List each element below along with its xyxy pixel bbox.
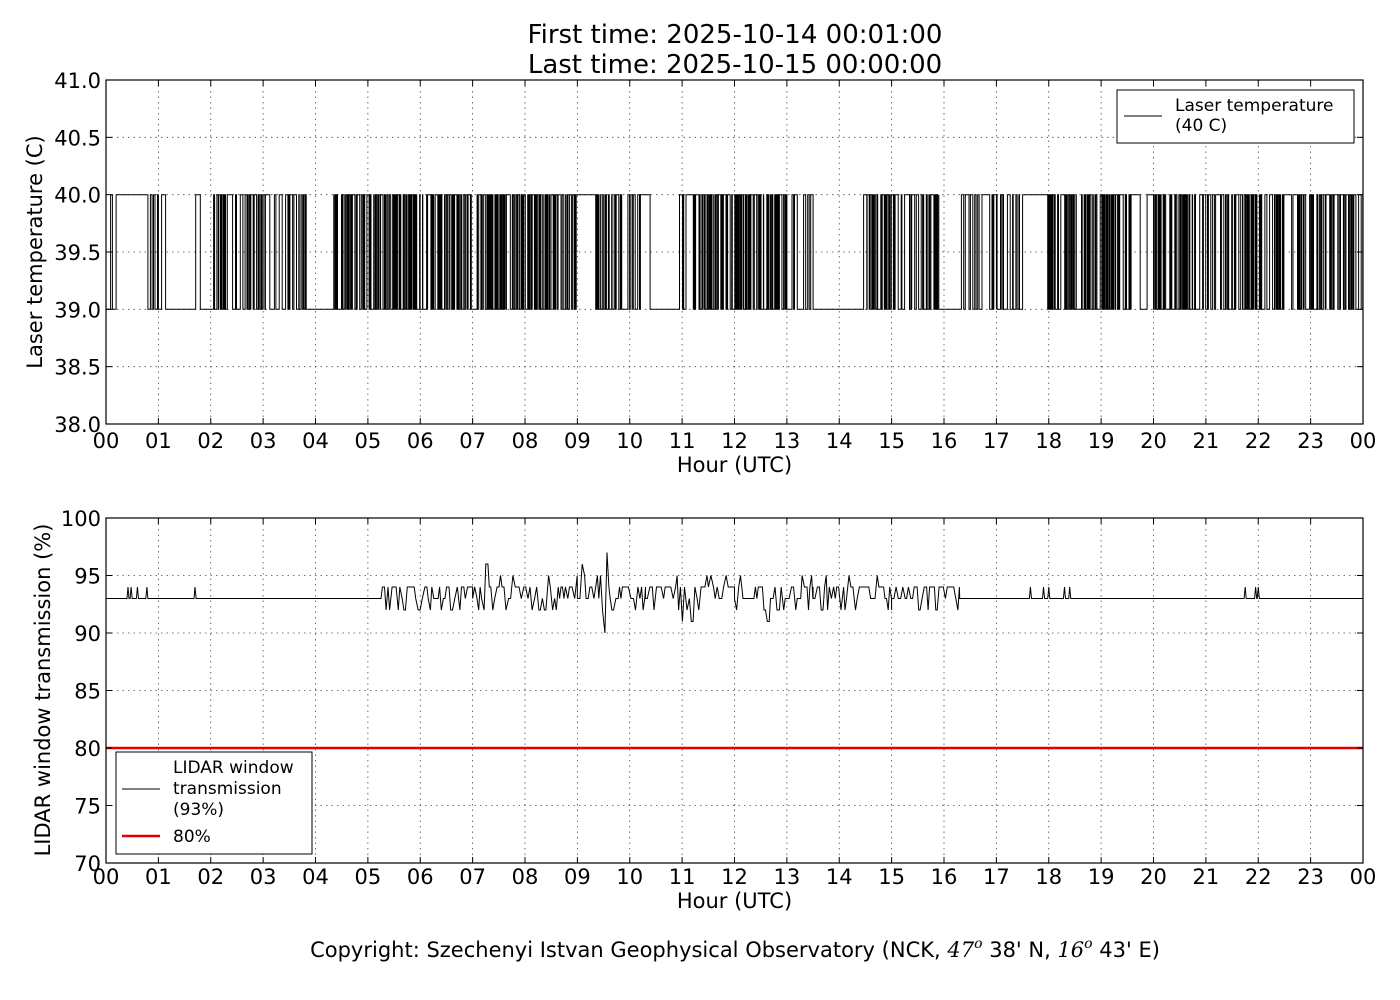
top-x-tick-label: 09 (564, 429, 591, 453)
bottom-x-tick-label: 20 (1140, 865, 1167, 889)
bottom-legend-label-transmission-3: (93%) (173, 800, 224, 820)
top-x-tick-label: 04 (302, 429, 329, 453)
laser-temperature-series (105, 194, 1364, 310)
top-x-tick-label: 10 (616, 429, 643, 453)
top-x-tick-label: 08 (512, 429, 539, 453)
top-x-tick-label: 23 (1297, 429, 1324, 453)
top-x-tick-label: 16 (931, 429, 958, 453)
top-x-tick-label: 18 (1035, 429, 1062, 453)
bottom-x-tick-label: 15 (878, 865, 905, 889)
top-x-tick-label: 14 (826, 429, 853, 453)
bottom-y-axis-label: LIDAR window transmission (%) (31, 524, 55, 857)
top-y-tick-label: 38.0 (54, 413, 101, 437)
top-x-tick-label: 00 (93, 429, 120, 453)
bottom-y-tick-label: 100 (61, 507, 101, 531)
top-y-ticks: 38.0 38.5 39.0 39.5 40.0 40.5 41.0 (54, 69, 1363, 437)
top-x-tick-label: 01 (145, 429, 172, 453)
bottom-x-tick-label: 02 (197, 865, 224, 889)
top-legend: Laser temperature (40 C) (1116, 89, 1355, 144)
bottom-x-tick-label: 00 (1350, 865, 1377, 889)
laser-temperature-line (105, 194, 1364, 310)
laser-temperature-panel: 00 01 02 03 04 05 06 07 08 09 10 11 12 13 14 15 16 17 18 19… (23, 69, 1376, 477)
top-x-tick-label: 00 (1350, 429, 1377, 453)
top-x-tick-label: 13 (774, 429, 801, 453)
bottom-x-tick-label: 17 (983, 865, 1010, 889)
bottom-x-tick-label: 23 (1297, 865, 1324, 889)
top-x-tick-label: 11 (669, 429, 696, 453)
bottom-x-tick-label: 05 (355, 865, 382, 889)
bottom-x-tick-label: 14 (826, 865, 853, 889)
bottom-x-tick-label: 06 (407, 865, 434, 889)
bottom-x-tick-label: 19 (1088, 865, 1115, 889)
bottom-x-tick-label: 04 (302, 865, 329, 889)
bottom-y-tick-label: 80 (74, 737, 101, 761)
top-x-tick-label: 07 (459, 429, 486, 453)
bottom-x-tick-label: 13 (774, 865, 801, 889)
top-x-tick-label: 22 (1245, 429, 1272, 453)
bottom-x-tick-label: 18 (1035, 865, 1062, 889)
top-x-tick-label: 02 (197, 429, 224, 453)
top-x-axis-label: Hour (UTC) (677, 453, 792, 477)
lidar-transmission-panel: 00 01 02 03 04 05 06 07 08 09 10 11 12 13 14 15 16 17 18 19… (31, 507, 1376, 913)
bottom-x-tick-label: 00 (93, 865, 120, 889)
copyright-text: Copyright: Szechenyi Istvan Geophysical … (310, 936, 1160, 962)
top-y-tick-label: 41.0 (54, 69, 101, 93)
top-x-tick-label: 05 (355, 429, 382, 453)
bottom-x-tick-label: 12 (721, 865, 748, 889)
top-x-tick-label: 06 (407, 429, 434, 453)
top-x-tick-label: 17 (983, 429, 1010, 453)
lidar-transmission-line (106, 552, 1363, 634)
bottom-x-axis-label: Hour (UTC) (677, 889, 792, 913)
bottom-x-tick-label: 16 (931, 865, 958, 889)
bottom-x-tick-label: 01 (145, 865, 172, 889)
bottom-y-tick-label: 90 (74, 622, 101, 646)
top-y-tick-label: 40.5 (54, 126, 101, 150)
title-line-1: First time: 2025-10-14 00:01:00 (528, 20, 943, 50)
bottom-x-tick-label: 09 (564, 865, 591, 889)
top-y-tick-label: 39.0 (54, 298, 101, 322)
bottom-y-ticks: 70 75 80 85 90 95 100 (61, 507, 1363, 876)
bottom-y-tick-label: 70 (74, 852, 101, 876)
title-line-2: Last time: 2025-10-15 00:00:00 (528, 50, 942, 80)
bottom-x-tick-label: 11 (669, 865, 696, 889)
bottom-legend: LIDAR window transmission (93%) 80% (115, 751, 313, 855)
bottom-y-tick-label: 75 (74, 795, 101, 819)
top-x-ticks: 00 01 02 03 04 05 06 07 08 09 10 11 12 13 14 15 16 17 18 19… (93, 80, 1377, 453)
top-legend-label-1: Laser temperature (1175, 96, 1333, 116)
top-x-tick-label: 12 (721, 429, 748, 453)
top-x-tick-label: 21 (1193, 429, 1220, 453)
top-legend-label-2: (40 C) (1175, 116, 1227, 136)
bottom-x-tick-label: 07 (459, 865, 486, 889)
bottom-y-tick-label: 85 (74, 680, 101, 704)
top-y-tick-label: 39.5 (54, 241, 101, 265)
bottom-legend-label-transmission-1: LIDAR window (173, 758, 294, 778)
bottom-legend-label-80: 80% (173, 827, 211, 847)
top-y-axis-label: Laser temperature (C) (23, 135, 47, 368)
lidar-transmission-series (106, 552, 1363, 634)
bottom-x-tick-label: 22 (1245, 865, 1272, 889)
bottom-legend-label-transmission-2: transmission (173, 779, 282, 799)
top-x-tick-label: 20 (1140, 429, 1167, 453)
bottom-x-tick-label: 08 (512, 865, 539, 889)
bottom-y-tick-label: 95 (74, 565, 101, 589)
bottom-x-ticks: 00 01 02 03 04 05 06 07 08 09 10 11 12 13 14 15 16 17 18 19… (93, 518, 1377, 889)
bottom-x-tick-label: 03 (250, 865, 277, 889)
top-y-tick-label: 40.0 (54, 184, 101, 208)
top-x-tick-label: 15 (878, 429, 905, 453)
top-x-tick-label: 19 (1088, 429, 1115, 453)
bottom-x-tick-label: 10 (616, 865, 643, 889)
top-x-tick-label: 03 (250, 429, 277, 453)
bottom-x-tick-label: 21 (1193, 865, 1220, 889)
top-y-tick-label: 38.5 (54, 356, 101, 380)
